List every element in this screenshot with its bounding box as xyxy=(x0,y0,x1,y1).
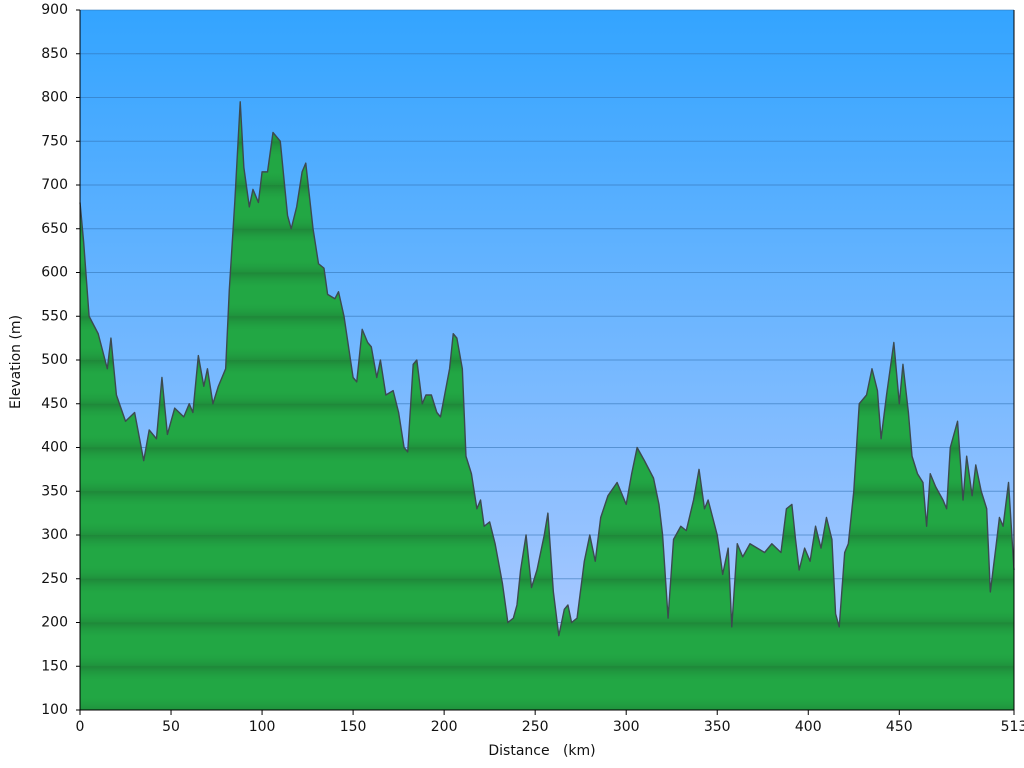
y-tick-label: 100 xyxy=(41,702,68,718)
y-tick-label: 250 xyxy=(41,571,68,587)
y-axis-label: Elevation (m) xyxy=(8,315,24,409)
x-tick-label: 450 xyxy=(886,719,913,735)
y-tick-label: 750 xyxy=(41,133,68,149)
x-tick-label: 0 xyxy=(76,719,85,735)
x-tick-label: 150 xyxy=(340,719,367,735)
y-tick-label: 650 xyxy=(41,221,68,237)
elevation-bands xyxy=(80,101,1014,710)
area-layer xyxy=(79,101,1015,710)
y-tick-label: 700 xyxy=(41,177,68,193)
x-tick-label: 300 xyxy=(613,719,640,735)
y-tick-label: 300 xyxy=(41,527,68,543)
y-tick-label: 400 xyxy=(41,440,68,456)
x-tick-label: 50 xyxy=(162,719,180,735)
x-tick-label: 200 xyxy=(431,719,458,735)
elevation-area xyxy=(79,101,1015,637)
y-tick-label: 900 xyxy=(41,2,68,18)
x-tick-label: 250 xyxy=(522,719,549,735)
y-tick-label: 200 xyxy=(41,615,68,631)
y-tick-label: 450 xyxy=(41,396,68,412)
y-tick-label: 850 xyxy=(41,46,68,62)
x-axis-label: Distance (km) xyxy=(488,743,595,759)
y-tick-label: 550 xyxy=(41,308,68,324)
y-tick-label: 600 xyxy=(41,265,68,281)
x-tick-label: 100 xyxy=(249,719,276,735)
x-tick-label: 400 xyxy=(795,719,822,735)
y-tick-label: 500 xyxy=(41,352,68,368)
y-tick-label: 800 xyxy=(41,90,68,106)
x-tick-label: 350 xyxy=(704,719,731,735)
y-tick-label: 350 xyxy=(41,483,68,499)
x-tick-label: 513 xyxy=(1001,719,1024,735)
y-tick-label: 150 xyxy=(41,658,68,674)
